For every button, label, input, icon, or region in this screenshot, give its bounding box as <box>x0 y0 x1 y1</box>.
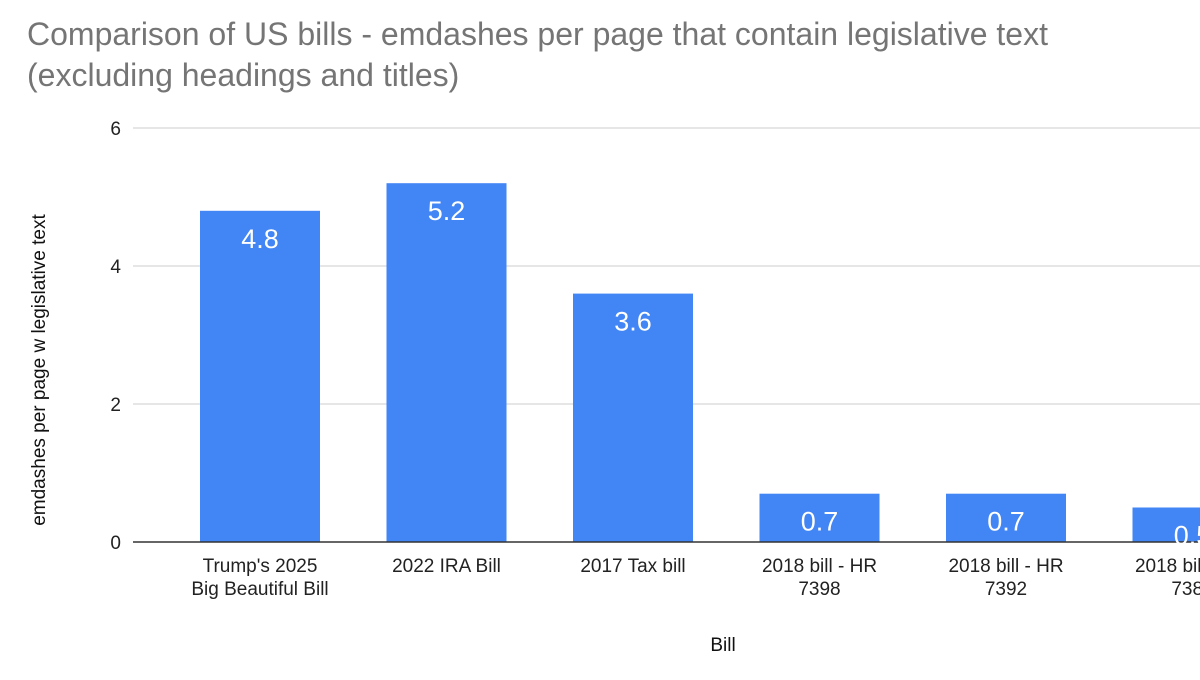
category-label: Trump's 2025 <box>203 556 318 577</box>
chart-title-line-1: Comparison of US bills - emdashes per pa… <box>27 16 1048 52</box>
category-label: 2018 bill - HR <box>762 556 877 577</box>
category-label: 7392 <box>985 579 1027 600</box>
data-label: 0.7 <box>801 507 839 537</box>
category-label: Big Beautiful Bill <box>191 579 328 600</box>
data-label: 0.5 <box>1174 521 1200 551</box>
data-label: 3.6 <box>614 307 652 337</box>
data-label: 4.8 <box>241 224 279 254</box>
y-axis-title: emdashes per page w legislative text <box>29 213 50 525</box>
chart-title-line-2: (excluding headings and titles) <box>27 57 459 93</box>
category-label: 7398 <box>798 579 840 600</box>
y-tick-label: 2 <box>110 395 121 416</box>
data-label: 0.7 <box>987 507 1025 537</box>
y-tick-label: 4 <box>110 257 121 278</box>
bar <box>387 183 507 542</box>
category-label: 2017 Tax bill <box>580 556 685 577</box>
category-label: 7388 <box>1171 579 1200 600</box>
y-tick-label: 0 <box>110 533 121 554</box>
data-label: 5.2 <box>428 196 466 226</box>
y-tick-label: 6 <box>110 119 121 140</box>
y-tick-labels: 0 2 4 6 <box>110 119 121 554</box>
category-label: 2018 bill - HR <box>948 556 1063 577</box>
bar <box>200 211 320 542</box>
x-axis-title: Bill <box>710 635 735 656</box>
category-label: 2018 bill - HR <box>1135 556 1200 577</box>
category-label: 2022 IRA Bill <box>392 556 501 577</box>
bars <box>200 183 1200 542</box>
